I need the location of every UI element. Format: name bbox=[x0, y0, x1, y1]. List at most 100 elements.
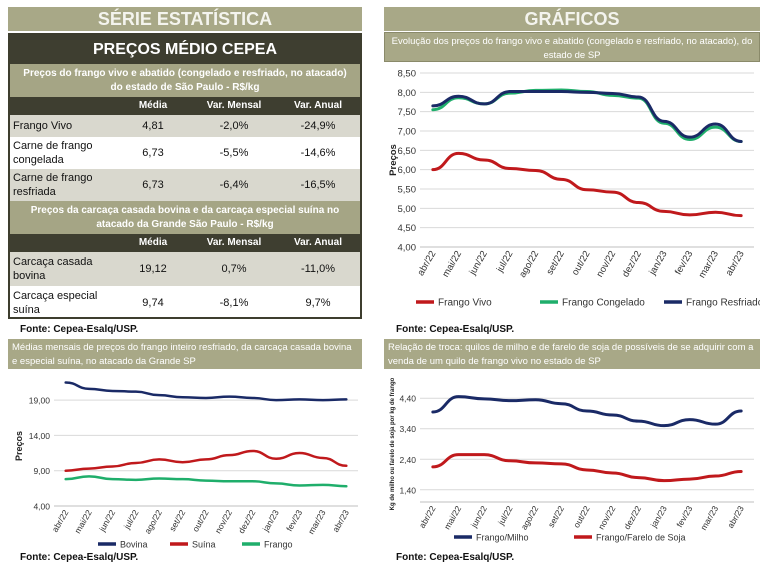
section-title-serie-estatistica: SÉRIE ESTATÍSTICA bbox=[8, 7, 362, 31]
series-line-frango bbox=[64, 475, 348, 488]
row-mensal: -5,5% bbox=[219, 147, 249, 159]
x-tick-label: mar/23 bbox=[697, 249, 721, 280]
y-tick-label: 8,50 bbox=[398, 69, 417, 80]
row-mensal: 0,7% bbox=[221, 263, 247, 275]
x-tick-label: fev/23 bbox=[674, 504, 694, 529]
table-subtitle-frango: Preços do frango vivo e abatido (congela… bbox=[10, 64, 360, 97]
row-media: 6,73 bbox=[142, 179, 164, 191]
x-tick-label: nov/22 bbox=[594, 249, 618, 279]
x-tick-label: ago/22 bbox=[517, 249, 541, 280]
y-tick-label: 1,40 bbox=[399, 485, 416, 495]
legend-label: Frango Resfriado bbox=[686, 298, 760, 309]
x-tick-label: abr/22 bbox=[417, 504, 438, 530]
x-tick-label: dez/22 bbox=[622, 504, 644, 531]
series-line-su-na bbox=[64, 449, 348, 472]
x-tick-label: out/22 bbox=[571, 504, 592, 530]
row-media: 19,12 bbox=[139, 263, 167, 275]
x-tick-label: set/22 bbox=[167, 508, 187, 533]
header-var-mensal: Var. Mensal bbox=[206, 100, 262, 111]
header-var-anual: Var. Anual bbox=[294, 237, 342, 248]
y-tick-label: 4,00 bbox=[33, 502, 50, 512]
header-blank bbox=[10, 97, 114, 115]
y-axis-label: Kg de milho ou farelo de soja por kg de … bbox=[390, 377, 396, 510]
x-tick-label: fev/23 bbox=[284, 508, 304, 533]
chart-title-troca: Relação de troca: quilos de milho e de f… bbox=[384, 339, 760, 369]
table-title: PREÇOS MÉDIO CEPEA bbox=[10, 35, 360, 64]
legend-label: Frango Vivo bbox=[438, 298, 492, 309]
row-label: Carne de frango congelada bbox=[13, 140, 93, 166]
fonte-chart-carcaca: Fonte: Cepea-Esalq/USP. bbox=[20, 552, 139, 563]
legend-label: Frango Congelado bbox=[562, 298, 645, 309]
chart-troca: 1,40 2,40 3,40 4,40 abr/22 mai/22 jun/22 jul/22… bbox=[390, 377, 754, 543]
x-tick-label: nov/22 bbox=[213, 508, 235, 535]
chart-carcaca: 4,00 9,00 14,00 19,00 abr/22 mai/22 jun/22 jul/… bbox=[14, 381, 358, 550]
y-tick-label: 2,40 bbox=[399, 455, 416, 465]
x-tick-label: abr/23 bbox=[724, 249, 747, 278]
x-tick-label: out/22 bbox=[570, 249, 593, 277]
series-line-bovina bbox=[64, 381, 348, 402]
table-row: Frango Vivo 4,81 -2,0% -24,9% bbox=[10, 115, 360, 137]
y-axis-label: Preços bbox=[14, 431, 24, 461]
x-tick-label: nov/22 bbox=[596, 504, 618, 531]
table-row: Carne de frango resfriada 6,73 -6,4% -16… bbox=[10, 169, 360, 201]
row-anual: -24,9% bbox=[300, 120, 336, 132]
x-tick-label: set/22 bbox=[546, 504, 566, 529]
x-tick-label: dez/22 bbox=[236, 508, 258, 535]
y-tick-label: 4,50 bbox=[398, 223, 417, 234]
header-var-anual: Var. Anual bbox=[294, 100, 342, 111]
y-tick-label: 3,40 bbox=[399, 424, 416, 434]
y-axis-label: Preços bbox=[388, 144, 399, 176]
series-line-frango-resfriado bbox=[431, 90, 743, 143]
series-line-frango-congelado bbox=[431, 88, 743, 143]
x-tick-label: ago/22 bbox=[142, 508, 164, 536]
legend-label: Frango/Farelo de Soja bbox=[596, 533, 686, 543]
row-anual: -16,5% bbox=[300, 179, 336, 191]
y-tick-label: 14,00 bbox=[29, 431, 51, 441]
legend-label: Frango/Milho bbox=[476, 533, 529, 543]
y-tick-label: 5,00 bbox=[398, 204, 417, 215]
row-mensal: -8,1% bbox=[219, 297, 249, 309]
row-label: Frango Vivo bbox=[13, 120, 73, 132]
row-media: 4,81 bbox=[142, 120, 164, 132]
row-mensal: -6,4% bbox=[219, 179, 249, 191]
x-tick-label: abr/23 bbox=[725, 504, 746, 530]
table-row: Carne de frango congelada 6,73 -5,5% -14… bbox=[10, 137, 360, 169]
y-tick-label: 19,00 bbox=[29, 396, 51, 406]
row-anual: -14,6% bbox=[300, 147, 336, 159]
legend-label: Suína bbox=[192, 540, 216, 550]
y-tick-label: 9,00 bbox=[33, 466, 50, 476]
x-tick-label: mar/23 bbox=[698, 504, 720, 532]
x-tick-label: jul/22 bbox=[121, 508, 140, 532]
x-tick-label: mar/23 bbox=[306, 508, 328, 536]
x-tick-label: jan/23 bbox=[647, 249, 670, 278]
x-tick-label: abr/22 bbox=[50, 508, 71, 534]
y-tick-label: 8,00 bbox=[398, 88, 417, 99]
row-label: Carne de frango resfriada bbox=[13, 172, 93, 198]
table-row: Carcaça casada bovina 19,12 0,7% -11,0% bbox=[10, 252, 360, 286]
x-tick-label: ago/22 bbox=[519, 504, 541, 532]
table-subtitle-carcaca: Preços da carcaça casada bovina e da car… bbox=[10, 201, 360, 234]
x-tick-label: jan/23 bbox=[648, 504, 669, 530]
header-blank bbox=[10, 234, 114, 252]
x-tick-label: abr/23 bbox=[330, 508, 351, 534]
legend-label: Bovina bbox=[120, 540, 148, 550]
fonte-chart-frango: Fonte: Cepea-Esalq/USP. bbox=[396, 324, 515, 335]
header-media: Média bbox=[138, 100, 168, 111]
legend-label: Frango bbox=[264, 540, 293, 550]
row-label: Carcaça especial suína bbox=[13, 290, 98, 316]
chart-title-frango: Evolução dos preços do frango vivo e aba… bbox=[384, 32, 760, 62]
row-anual: -11,0% bbox=[300, 263, 336, 275]
y-tick-label: 5,50 bbox=[398, 185, 417, 196]
y-tick-label: 6,00 bbox=[398, 165, 417, 176]
chart-title-carcaca: Médias mensais de preços do frango intei… bbox=[8, 339, 362, 369]
y-tick-label: 7,00 bbox=[398, 127, 417, 138]
x-tick-label: mai/22 bbox=[442, 504, 464, 531]
y-tick-label: 4,00 bbox=[398, 243, 417, 254]
series-line-frango-farelo-de-soja bbox=[431, 453, 743, 483]
header-var-mensal: Var. Mensal bbox=[206, 237, 262, 248]
table-row: Carcaça especial suína 9,74 -8,1% 9,7% bbox=[10, 286, 360, 320]
y-tick-label: 7,50 bbox=[398, 107, 417, 118]
chart-frango: 4,00 4,50 5,00 5,50 6,00 6,50 7,00 7,50 8,00 8,50… bbox=[388, 69, 760, 309]
fonte-table: Fonte: Cepea-Esalq/USP. bbox=[20, 324, 139, 335]
row-anual: 9,7% bbox=[305, 297, 331, 309]
